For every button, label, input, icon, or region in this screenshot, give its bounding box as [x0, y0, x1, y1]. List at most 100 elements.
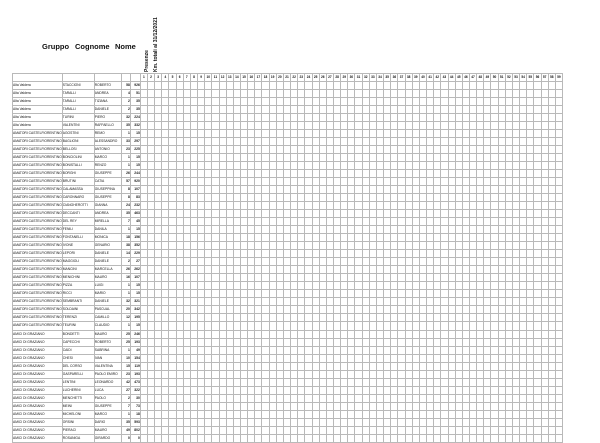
score-cell — [504, 393, 513, 403]
cell-presenze: 32 — [120, 297, 131, 307]
cell-presenze: 23 — [120, 369, 131, 379]
cell-nome: GIUSEPPE — [93, 193, 122, 203]
cell-cognome: IVONE — [61, 241, 95, 251]
score-cell — [440, 225, 449, 235]
score-cell — [168, 169, 177, 179]
score-cell — [182, 313, 191, 323]
score-cell — [204, 313, 213, 323]
score-cell — [511, 137, 521, 147]
score-cell — [154, 169, 163, 179]
score-cell — [304, 161, 313, 171]
score-cell — [426, 265, 435, 275]
score-cell — [511, 217, 521, 227]
score-cell — [468, 153, 478, 163]
score-cell — [375, 361, 385, 371]
cell-cognome: CHESI — [61, 353, 95, 363]
cell-km: 193 — [129, 337, 141, 347]
score-cell — [368, 425, 377, 435]
score-cell — [368, 161, 377, 171]
score-cell — [282, 385, 292, 395]
score-cell — [383, 217, 392, 227]
score-cell — [318, 225, 327, 235]
score-cell — [454, 353, 463, 363]
race-number-51: 51 — [497, 72, 506, 83]
score-cell — [146, 281, 156, 291]
score-cell — [497, 225, 506, 235]
table-row: AMATORI CASTELFIORENTINO DEL REY MIRELLA 7 4… — [12, 217, 564, 227]
score-cell — [161, 185, 170, 195]
score-cell — [454, 361, 463, 371]
score-cell — [282, 153, 292, 163]
score-cell — [304, 401, 313, 411]
score-cell — [333, 201, 342, 211]
score-cell — [361, 257, 370, 267]
score-cell — [440, 337, 449, 347]
score-cell — [175, 393, 184, 403]
score-cell — [254, 225, 263, 235]
score-cell — [175, 273, 184, 283]
score-cell — [218, 345, 227, 355]
score-cell — [325, 121, 335, 131]
score-cell — [461, 249, 470, 259]
score-cell — [490, 201, 499, 211]
table-row: AMATORI CASTELFIORENTINO BAGLIONI ALESSAND… — [12, 137, 564, 147]
score-cell — [497, 241, 506, 251]
score-cell — [461, 425, 470, 435]
score-cell — [454, 81, 463, 91]
score-cell — [340, 273, 349, 283]
score-cell — [468, 121, 478, 131]
score-cell — [211, 393, 220, 403]
score-cell — [504, 225, 513, 235]
score-cell — [426, 433, 435, 443]
score-cell — [468, 425, 478, 435]
score-cell — [447, 409, 456, 419]
score-cell — [468, 305, 478, 315]
score-cell — [347, 265, 356, 275]
score-cell — [318, 105, 327, 115]
score-cell — [511, 433, 521, 443]
score-cell — [282, 329, 292, 339]
score-cell — [168, 281, 177, 291]
score-cell — [397, 217, 406, 227]
header-gruppo: Gruppo — [42, 42, 70, 51]
score-cell — [189, 337, 199, 347]
score-cell — [483, 201, 492, 211]
score-cell — [504, 249, 513, 259]
score-cell — [404, 249, 413, 259]
score-cell — [461, 89, 470, 99]
score-cell — [218, 121, 227, 131]
cell-presenze: 7 — [120, 401, 131, 411]
score-cell — [204, 153, 213, 163]
cell-km: 229 — [129, 249, 141, 259]
score-cell — [526, 393, 535, 403]
score-cell — [497, 281, 506, 291]
score-cell — [490, 233, 499, 243]
score-cell — [411, 137, 420, 147]
score-cell — [418, 377, 428, 387]
score-cell — [433, 129, 442, 139]
score-cell — [404, 201, 413, 211]
score-cell — [375, 233, 385, 243]
score-cell — [368, 337, 377, 347]
score-cell — [397, 233, 406, 243]
score-cell — [519, 305, 528, 315]
score-cell — [182, 377, 191, 387]
score-cell — [433, 201, 442, 211]
score-cell — [440, 89, 449, 99]
score-cell — [519, 249, 528, 259]
score-cell — [139, 249, 148, 259]
score-cell — [347, 329, 356, 339]
cell-presenze: 35 — [120, 417, 131, 427]
cell-cognome: TARALLI — [61, 89, 95, 99]
score-cell — [383, 145, 392, 155]
race-number-12: 12 — [218, 72, 227, 83]
score-cell — [333, 361, 342, 371]
score-cell — [418, 369, 428, 379]
score-cell — [304, 129, 313, 139]
score-cell — [290, 97, 299, 107]
score-cell — [146, 177, 156, 187]
score-cell — [476, 89, 485, 99]
score-cell — [268, 249, 277, 259]
race-number-55: 55 — [526, 72, 535, 83]
cell-km: 156 — [129, 233, 141, 243]
